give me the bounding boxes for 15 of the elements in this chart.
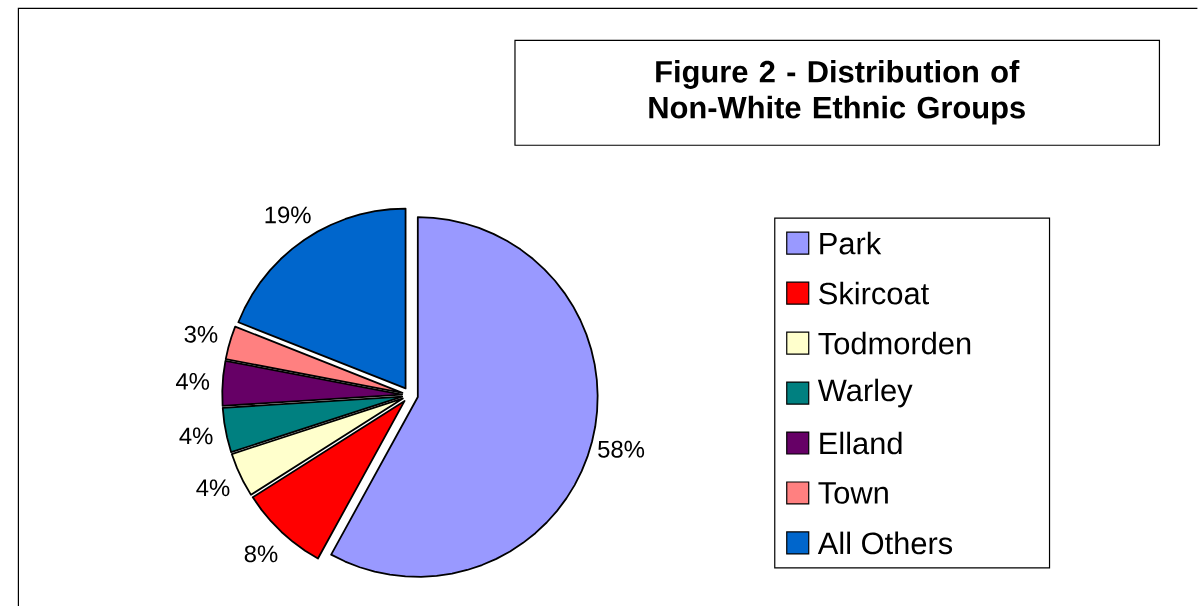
legend-label: Park [820,231,882,255]
legend-label: Todmorden [818,331,971,355]
data-label: 4% [175,372,210,390]
legend-label: Elland [820,431,902,455]
chart-title: Figure 2 - Distribution of Non-White Ethnic Groups [649,59,1025,125]
legend-label: Warley [817,378,913,408]
legend-label: Town [818,482,888,504]
data-label: 4% [196,479,230,497]
legend-label: Skircoat [819,281,929,305]
data-label: 58% [598,440,645,458]
data-label: 19% [265,206,311,224]
data-label: 4% [179,427,213,445]
data-label: 8% [244,545,278,563]
data-label: 3% [184,325,218,343]
legend-label: All Others [817,531,953,555]
